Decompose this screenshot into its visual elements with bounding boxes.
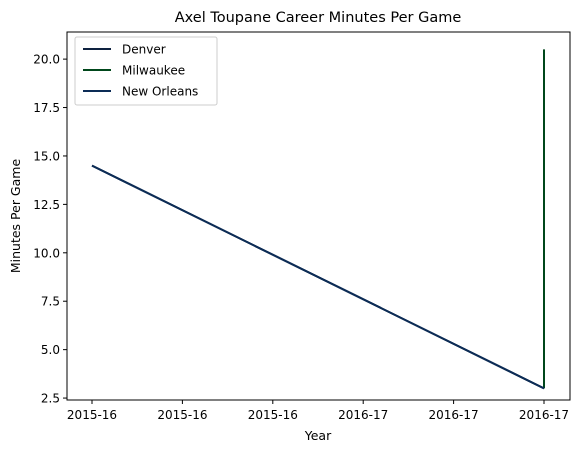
legend-label-denver: Denver: [122, 43, 166, 57]
y-tick-label: 17.5: [33, 101, 60, 115]
y-axis-label: Minutes Per Game: [8, 159, 23, 274]
x-tick-label: 2016-17: [338, 408, 388, 422]
x-tick-label: 2015-16: [157, 408, 207, 422]
y-tick-label: 12.5: [33, 198, 60, 212]
y-tick-label: 7.5: [41, 295, 60, 309]
legend-label-milwaukee: Milwaukee: [122, 64, 185, 78]
series-line-new-orleans: [91, 164, 545, 390]
legend-label-new-orleans: New Orleans: [122, 85, 198, 99]
y-tick-label: 2.5: [41, 392, 60, 406]
y-tick-label: 20.0: [33, 53, 60, 67]
x-tick-label: 2016-17: [519, 408, 569, 422]
y-tick-label: 5.0: [41, 343, 60, 357]
x-tick-label: 2015-16: [248, 408, 298, 422]
series-layer: [91, 49, 545, 390]
x-axis: 2015-16 2015-16 2015-16 2016-17 2016-17 2016-…: [67, 400, 569, 422]
x-tick-label: 2016-17: [429, 408, 479, 422]
y-tick-label: 15.0: [33, 149, 60, 163]
y-tick-label: 10.0: [33, 246, 60, 260]
chart-title: Axel Toupane Career Minutes Per Game: [175, 10, 462, 26]
legend-box: [74, 36, 218, 106]
x-tick-label: 2015-16: [67, 408, 117, 422]
x-axis-label: Year: [304, 428, 332, 443]
plot-area-frame: [66, 31, 571, 401]
y-axis: 2.5 5.0 7.5 10.0 12.5 15.0 17.5 20.0: [33, 53, 67, 406]
legend: Denver Milwaukee New Orleans: [74, 36, 218, 106]
